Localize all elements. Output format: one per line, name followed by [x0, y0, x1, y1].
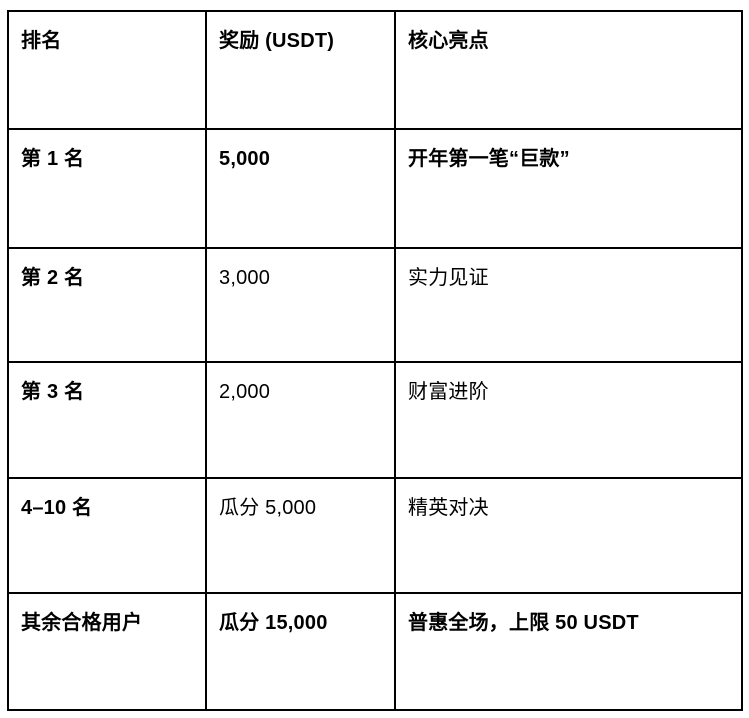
reward-tier-table: 排名 奖励 (USDT) 核心亮点 第 1 名 5,000 开年第一笔“巨款” … [7, 10, 743, 711]
table-row: 4–10 名 瓜分 5,000 精英对决 [7, 477, 743, 594]
cell-reward: 5,000 [205, 128, 396, 249]
cell-reward: 2,000 [205, 361, 396, 479]
column-header-highlight: 核心亮点 [394, 10, 743, 130]
cell-highlight: 财富进阶 [394, 361, 743, 479]
table-row: 第 2 名 3,000 实力见证 [7, 247, 743, 363]
cell-rank: 第 1 名 [7, 128, 207, 249]
cell-highlight: 普惠全场，上限 50 USDT [394, 592, 743, 711]
cell-rank: 其余合格用户 [7, 592, 207, 711]
table-row: 第 3 名 2,000 财富进阶 [7, 361, 743, 479]
cell-rank: 第 3 名 [7, 361, 207, 479]
cell-highlight: 开年第一笔“巨款” [394, 128, 743, 249]
cell-rank: 4–10 名 [7, 477, 207, 594]
table-row: 其余合格用户 瓜分 15,000 普惠全场，上限 50 USDT [7, 592, 743, 711]
cell-reward: 瓜分 5,000 [205, 477, 396, 594]
column-header-reward: 奖励 (USDT) [205, 10, 396, 130]
table-row: 第 1 名 5,000 开年第一笔“巨款” [7, 128, 743, 249]
cell-reward: 瓜分 15,000 [205, 592, 396, 711]
column-header-rank: 排名 [7, 10, 207, 130]
cell-reward: 3,000 [205, 247, 396, 363]
cell-rank: 第 2 名 [7, 247, 207, 363]
cell-highlight: 精英对决 [394, 477, 743, 594]
table-header-row: 排名 奖励 (USDT) 核心亮点 [7, 10, 743, 130]
cell-highlight: 实力见证 [394, 247, 743, 363]
